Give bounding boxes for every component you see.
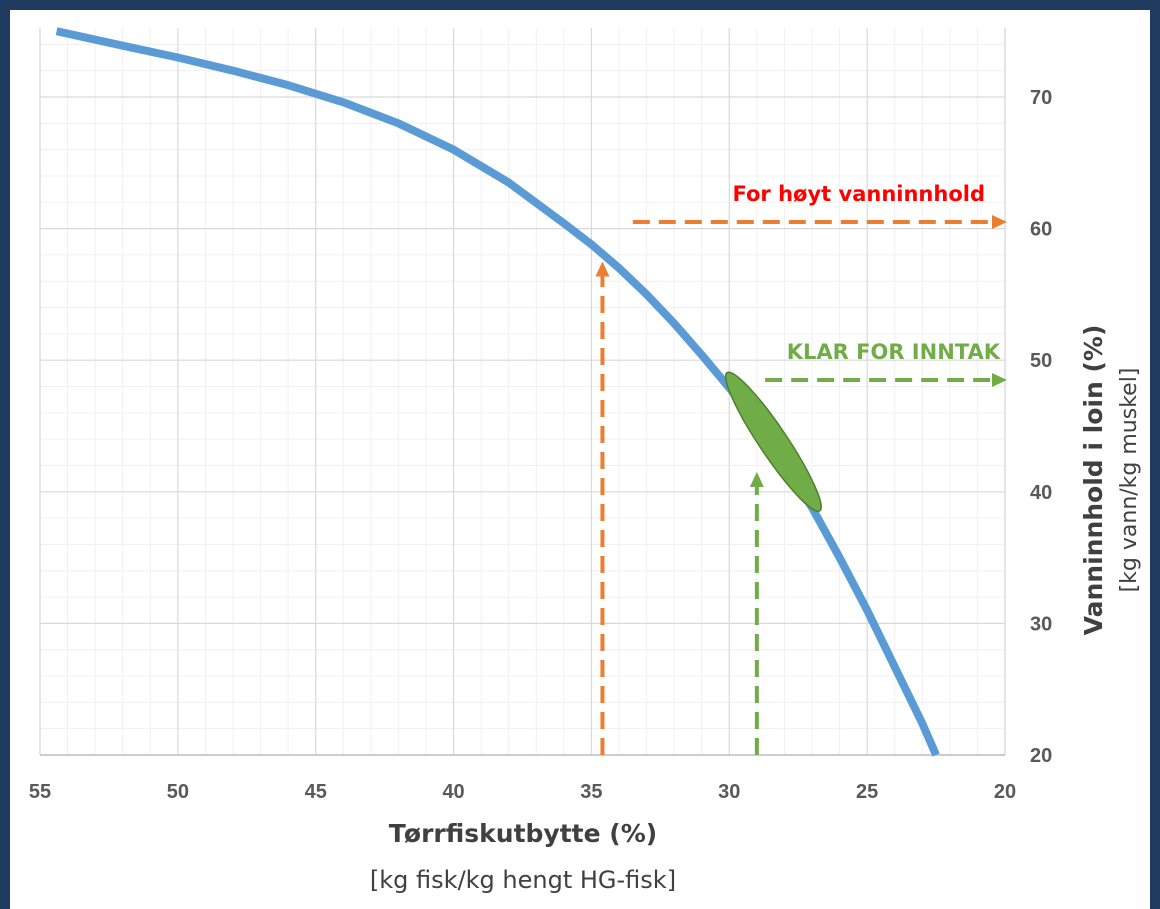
arrow-head [595, 261, 610, 277]
y-axis-subtitle: [kg vann/kg muskel] [1117, 368, 1142, 593]
annotation-high-water: For høyt vanninnhold [733, 182, 985, 206]
x-tick-label: 55 [29, 781, 51, 803]
y-tick-label: 20 [1030, 745, 1052, 767]
major-gridlines [39, 28, 1006, 756]
annotation-ready: KLAR FOR INNTAK [787, 340, 1001, 364]
x-tick-label: 35 [580, 781, 602, 803]
x-tick-label: 30 [718, 781, 740, 803]
y-axis-title: Vanninnhold i loin (%) [1079, 325, 1108, 636]
x-tick-label: 40 [442, 781, 464, 803]
x-tick-label: 45 [305, 781, 327, 803]
x-tick-label: 50 [167, 781, 189, 803]
y-tick-labels: 20 30 40 50 60 70 [1030, 87, 1052, 767]
y-tick-label: 30 [1030, 613, 1052, 635]
ready-region [724, 371, 822, 513]
x-tick-labels: 55 50 45 40 35 30 25 20 [29, 781, 1016, 803]
arrow-head [992, 372, 1007, 387]
ready-region-ellipse [724, 371, 822, 513]
x-tick-label: 25 [856, 781, 878, 803]
x-axis-title: Tørrfiskutbytte (%) [389, 819, 657, 848]
series [55, 27, 940, 757]
chart-panel [10, 10, 1150, 909]
y-tick-label: 50 [1030, 350, 1052, 372]
minor-gridlines [40, 28, 1005, 755]
arrow-head [749, 472, 764, 488]
y-tick-label: 60 [1030, 219, 1052, 241]
arrows [595, 215, 1007, 755]
series-line [55, 27, 940, 757]
x-tick-label: 20 [994, 781, 1016, 803]
x-axis-subtitle: [kg fisk/kg hengt HG-fisk] [370, 866, 676, 894]
y-tick-label: 70 [1030, 87, 1052, 109]
y-tick-label: 40 [1030, 482, 1052, 504]
arrow-head [992, 215, 1007, 230]
